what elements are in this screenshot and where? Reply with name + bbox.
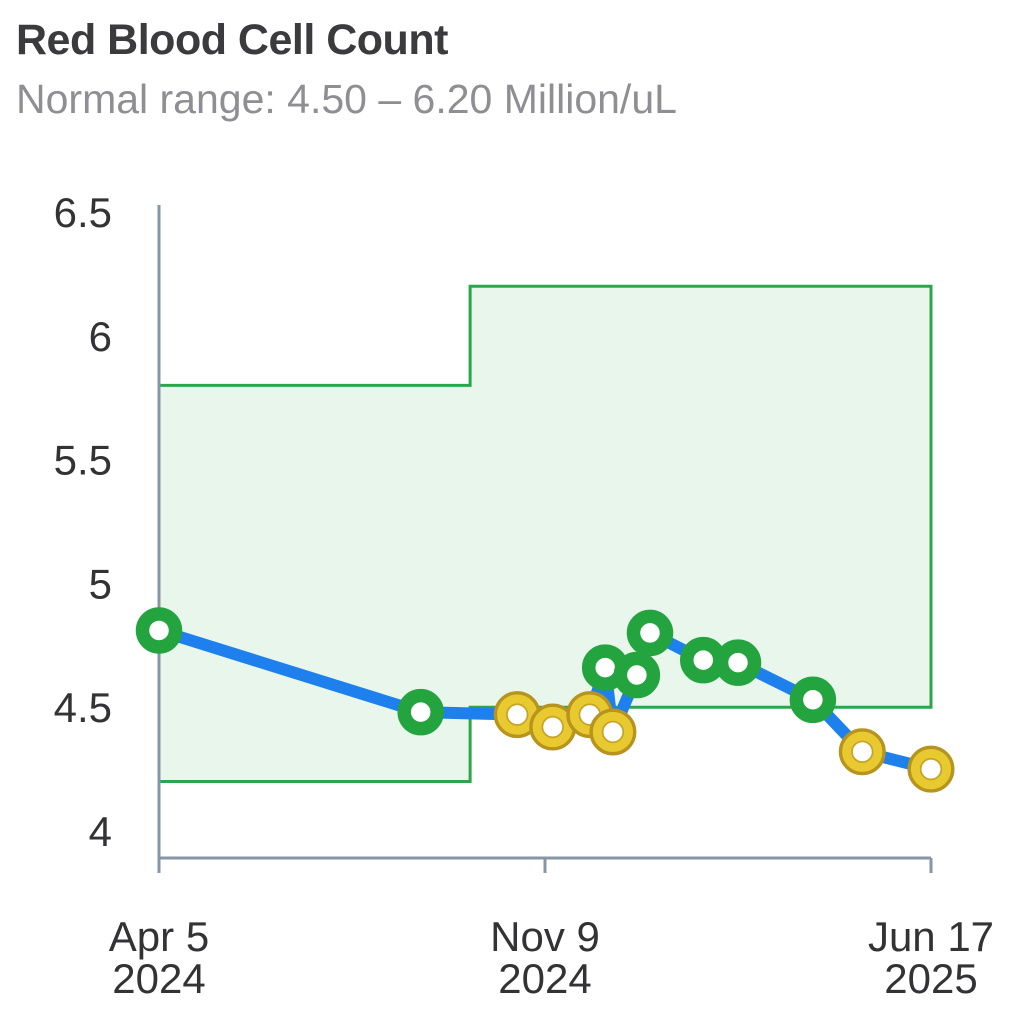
- out-of-range-marker-inner-edge: [506, 703, 529, 726]
- in-range-marker-ring: [626, 609, 674, 657]
- x-axis-tick-label-year: 2024: [112, 955, 205, 1002]
- out-of-range-marker-inner-edge: [601, 720, 625, 744]
- y-axis-tick-label: 6: [89, 313, 112, 360]
- y-axis-tick-label: 6.5: [54, 189, 112, 236]
- data-point-marker-1[interactable]: [397, 688, 444, 736]
- data-point-marker-11[interactable]: [789, 676, 837, 724]
- y-axis-tick-label: 5: [89, 560, 112, 607]
- data-point-marker-9[interactable]: [680, 636, 727, 684]
- data-point-marker-7[interactable]: [613, 651, 661, 699]
- out-of-range-marker-outer-edge: [907, 745, 955, 793]
- y-axis-tick-label: 4: [89, 808, 112, 855]
- x-axis-tick-label-date: Jun 17: [868, 913, 994, 960]
- out-of-range-marker-outer-edge: [838, 728, 886, 776]
- out-of-range-marker-outer-edge: [589, 708, 637, 756]
- x-axis-tick-label-date: Apr 5: [109, 913, 209, 960]
- x-axis-tick-label-year: 2024: [498, 955, 591, 1002]
- data-point-marker-12[interactable]: [838, 728, 886, 776]
- data-point-marker-6[interactable]: [589, 708, 637, 756]
- normal-range-subtitle: Normal range: 4.50 – 6.20 Million/uL: [16, 76, 677, 122]
- out-of-range-marker-inner-edge: [541, 715, 564, 739]
- data-point-marker-3[interactable]: [529, 703, 577, 751]
- y-axis-tick-label: 5.5: [54, 437, 112, 484]
- in-range-marker-ring: [789, 676, 837, 724]
- x-axis-tick-label-date: Nov 9: [490, 913, 600, 960]
- y-axis-tick-label: 4.5: [54, 684, 112, 731]
- out-of-range-marker-inner-edge: [851, 740, 874, 763]
- data-point-marker-13[interactable]: [907, 745, 955, 793]
- page-title: Red Blood Cell Count: [16, 16, 448, 64]
- data-point-marker-8[interactable]: [626, 609, 674, 657]
- in-range-marker-ring: [714, 639, 762, 686]
- data-point-marker-10[interactable]: [714, 639, 762, 686]
- in-range-marker-ring: [135, 607, 183, 654]
- data-point-marker-0[interactable]: [135, 607, 183, 654]
- in-range-marker-ring: [680, 636, 727, 684]
- x-axis-tick-label-year: 2025: [884, 955, 977, 1002]
- out-of-range-marker-inner-edge: [919, 757, 943, 781]
- in-range-marker-ring: [397, 688, 444, 736]
- in-range-marker-ring: [613, 651, 661, 699]
